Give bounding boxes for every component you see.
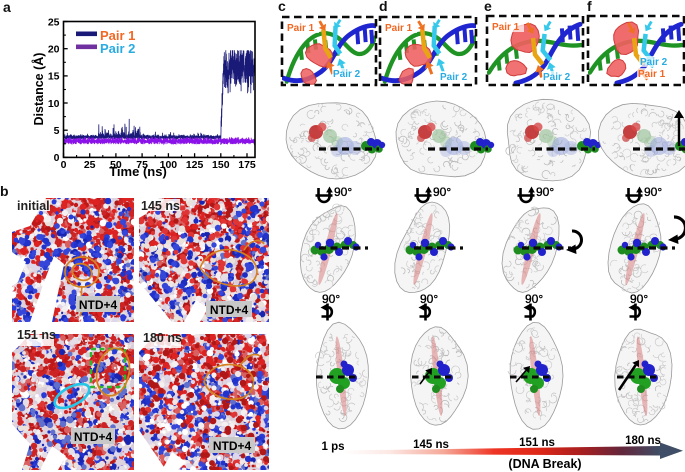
svg-text:NTD+4: NTD+4 bbox=[79, 298, 118, 312]
svg-text:100: 100 bbox=[160, 159, 178, 171]
svg-text:0: 0 bbox=[54, 152, 60, 164]
svg-text:15: 15 bbox=[48, 71, 60, 83]
svg-text:5: 5 bbox=[54, 125, 60, 137]
svg-text:d: d bbox=[379, 0, 388, 14]
svg-text:Pair 1: Pair 1 bbox=[100, 28, 135, 43]
svg-text:a: a bbox=[3, 0, 11, 15]
svg-text:0: 0 bbox=[61, 159, 67, 171]
svg-text:10: 10 bbox=[48, 98, 60, 110]
svg-text:initial: initial bbox=[17, 199, 50, 213]
svg-text:c: c bbox=[278, 0, 286, 14]
svg-text:Distance (Å): Distance (Å) bbox=[31, 53, 46, 126]
svg-text:Pair 2: Pair 2 bbox=[100, 41, 135, 56]
svg-text:e: e bbox=[484, 0, 492, 14]
svg-text:b: b bbox=[0, 183, 9, 199]
svg-text:150: 150 bbox=[212, 159, 230, 171]
svg-text:Time (ns): Time (ns) bbox=[109, 164, 167, 179]
svg-text:25: 25 bbox=[48, 16, 60, 28]
svg-text:145 ns: 145 ns bbox=[141, 199, 180, 213]
svg-text:175: 175 bbox=[238, 159, 256, 171]
svg-text:125: 125 bbox=[186, 159, 204, 171]
svg-text:50: 50 bbox=[110, 159, 122, 171]
svg-text:75: 75 bbox=[136, 159, 148, 171]
svg-text:NTD+4: NTD+4 bbox=[210, 303, 249, 317]
svg-text:f: f bbox=[587, 0, 592, 14]
svg-text:25: 25 bbox=[84, 159, 96, 171]
svg-text:20: 20 bbox=[48, 44, 60, 56]
